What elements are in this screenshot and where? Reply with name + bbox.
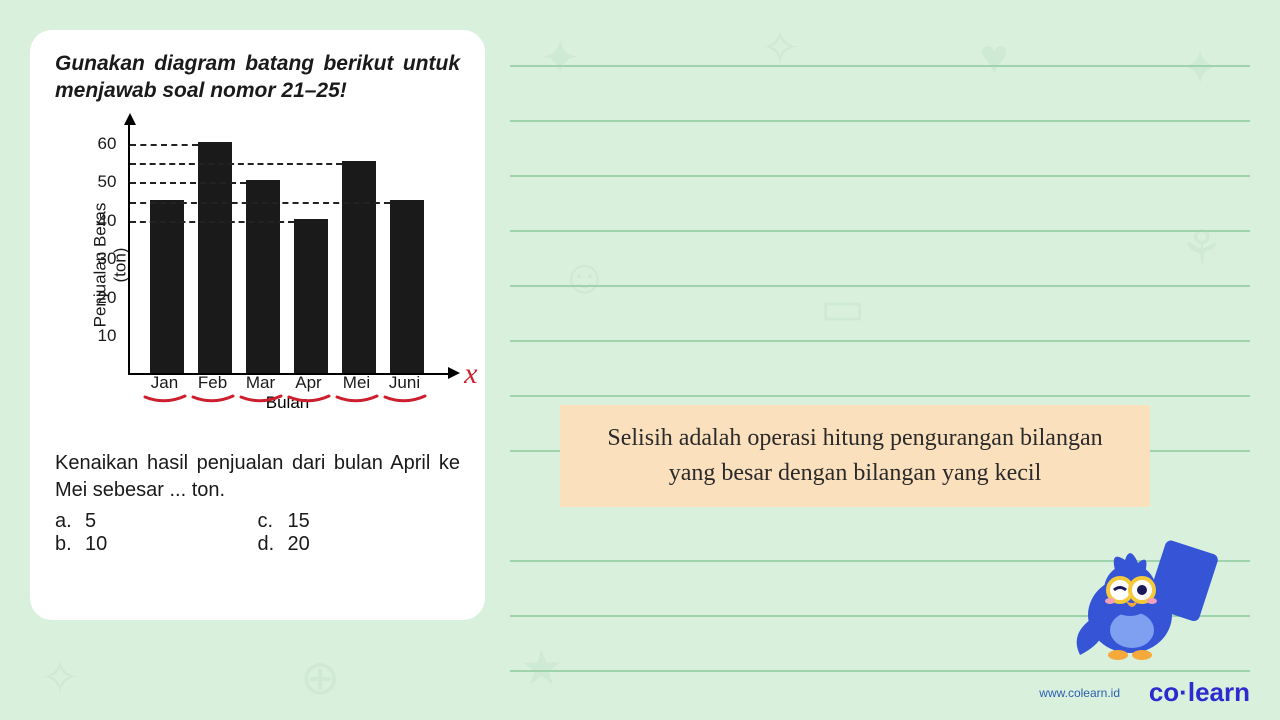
chart-guideline: [130, 182, 246, 184]
bg-doodle: ⚘: [1180, 220, 1223, 276]
chart-guideline: [130, 221, 294, 223]
mascot-icon: [1060, 535, 1220, 665]
x-tick-label: Mei: [343, 373, 370, 393]
bg-doodle: ✦: [1180, 40, 1220, 96]
option-text: 10: [85, 533, 107, 556]
question-text: Kenaikan hasil penjualan dari bulan Apri…: [55, 450, 460, 504]
x-tick-label: Apr: [295, 373, 321, 393]
underline-mark-icon: [287, 393, 331, 405]
y-tick-label: 40: [98, 211, 117, 231]
chart-guideline: [130, 202, 390, 204]
x-tick-label: Feb: [198, 373, 227, 393]
x-tick-label: Jan: [151, 373, 178, 393]
bg-doodle: ☺: [560, 250, 609, 305]
option-text: 15: [288, 510, 310, 533]
chart-guideline: [130, 163, 342, 165]
bg-doodle: ✧: [40, 650, 80, 706]
y-tick-label: 50: [98, 172, 117, 192]
bg-doodle: ▭: [820, 280, 865, 336]
chart-bar: [294, 219, 328, 373]
instruction-text: Gunakan diagram batang berikut untuk men…: [55, 50, 460, 105]
y-tick-label: 20: [98, 288, 117, 308]
chart-bar: [246, 180, 280, 372]
bg-doodle: ⊕: [300, 650, 340, 706]
chart-bar: [342, 161, 376, 373]
option-text: 5: [85, 510, 96, 533]
underline-mark-icon: [191, 393, 235, 405]
underline-mark-icon: [239, 393, 283, 405]
bg-doodle: ★: [520, 640, 563, 696]
underline-mark-icon: [335, 393, 379, 405]
underline-mark-icon: [383, 393, 427, 405]
option-letter: d.: [258, 533, 288, 556]
y-tick-label: 30: [98, 249, 117, 269]
option-text: 20: [288, 533, 310, 556]
underline-mark-icon: [143, 393, 187, 405]
x-handwritten-icon: x: [464, 357, 477, 391]
option-letter: b.: [55, 533, 85, 556]
x-tick-label: Mar: [246, 373, 275, 393]
chart-bar: [198, 142, 232, 373]
chart-bar: [150, 200, 184, 373]
chart-guideline: [130, 144, 198, 146]
y-axis-arrow-icon: [124, 113, 136, 125]
hint-note: Selisih adalah operasi hitung penguranga…: [560, 405, 1150, 507]
x-axis-arrow-icon: [448, 367, 460, 379]
footer-url: www.colearn.id: [1039, 686, 1120, 700]
answer-options: a.5 b.10 c.15 d.20: [55, 510, 460, 556]
chart-plot-area: x: [128, 125, 448, 375]
question-card: Gunakan diagram batang berikut untuk men…: [30, 30, 485, 620]
chart-bar: [390, 200, 424, 373]
bg-doodle: ♥: [980, 30, 1009, 85]
option-letter: a.: [55, 510, 85, 533]
option-letter: c.: [258, 510, 288, 533]
x-tick-label: Juni: [389, 373, 420, 393]
bg-doodle: ✧: [760, 20, 800, 76]
bar-chart: Penjualan Beras(ton) x Bulan 10203040506…: [58, 115, 458, 415]
bg-doodle: ✦: [540, 30, 580, 86]
y-tick-label: 60: [98, 134, 117, 154]
footer-logo: co·learn: [1149, 677, 1250, 708]
y-tick-label: 10: [98, 326, 117, 346]
